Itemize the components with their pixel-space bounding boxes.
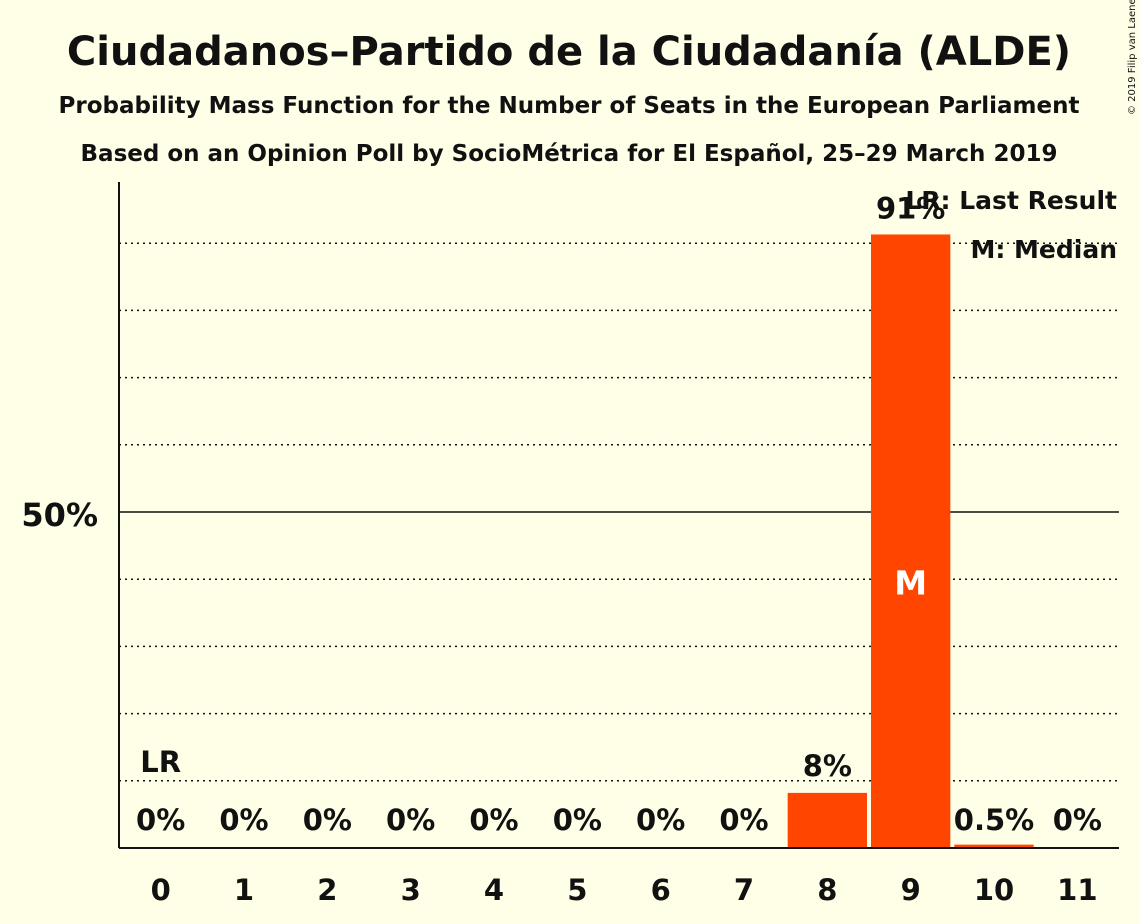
x-tick-label-1: 1	[234, 873, 254, 907]
value-label-8: 8%	[803, 749, 852, 783]
last-result-marker: LR	[140, 745, 181, 779]
legend-last-result: LR: Last Result	[905, 186, 1117, 215]
x-tick-label-9: 9	[901, 873, 921, 907]
x-tick-label-3: 3	[401, 873, 421, 907]
value-label-6: 0%	[636, 803, 685, 837]
x-tick-label-10: 10	[974, 873, 1014, 907]
bar-10	[954, 844, 1034, 848]
grid-lines	[119, 242, 1119, 782]
x-tick-label-2: 2	[317, 873, 337, 907]
median-marker: M	[894, 564, 927, 603]
labels-group: 0 0% LR 1 0% 2 0% 3 0% 4 0% 5 0% 6 0% 7 0% 8 8% 9 91% M 10 0.5%…	[136, 191, 1102, 907]
chart-subtitle: Probability Mass Function for the Number…	[59, 93, 1080, 119]
value-label-10: 0.5%	[954, 803, 1034, 837]
value-label-7: 0%	[719, 803, 768, 837]
x-tick-label-8: 8	[817, 873, 837, 907]
value-label-1: 0%	[219, 803, 268, 837]
x-tick-label-11: 11	[1057, 873, 1097, 907]
value-label-5: 0%	[553, 803, 602, 837]
copyright-note: © 2019 Filip van Laenen	[1127, 0, 1138, 115]
chart-subtitle-source: Based on an Opinion Poll by SocioMétrica…	[81, 141, 1058, 167]
value-label-0: 0%	[136, 803, 185, 837]
y-tick-label-50: 50%	[21, 496, 98, 534]
bars-group	[787, 234, 1034, 849]
x-tick-label-7: 7	[734, 873, 754, 907]
x-tick-label-0: 0	[151, 873, 171, 907]
bar-8	[787, 792, 867, 848]
bar-9	[871, 234, 951, 849]
value-label-2: 0%	[303, 803, 352, 837]
x-tick-label-6: 6	[651, 873, 671, 907]
value-label-3: 0%	[386, 803, 435, 837]
value-label-9: 91%	[876, 191, 945, 225]
x-tick-label-4: 4	[484, 873, 504, 907]
legend-median: M: Median	[970, 235, 1117, 264]
value-label-4: 0%	[469, 803, 518, 837]
x-tick-label-5: 5	[567, 873, 587, 907]
value-label-11: 0%	[1053, 803, 1102, 837]
chart-title: Ciudadanos–Partido de la Ciudadanía (ALD…	[67, 29, 1071, 75]
